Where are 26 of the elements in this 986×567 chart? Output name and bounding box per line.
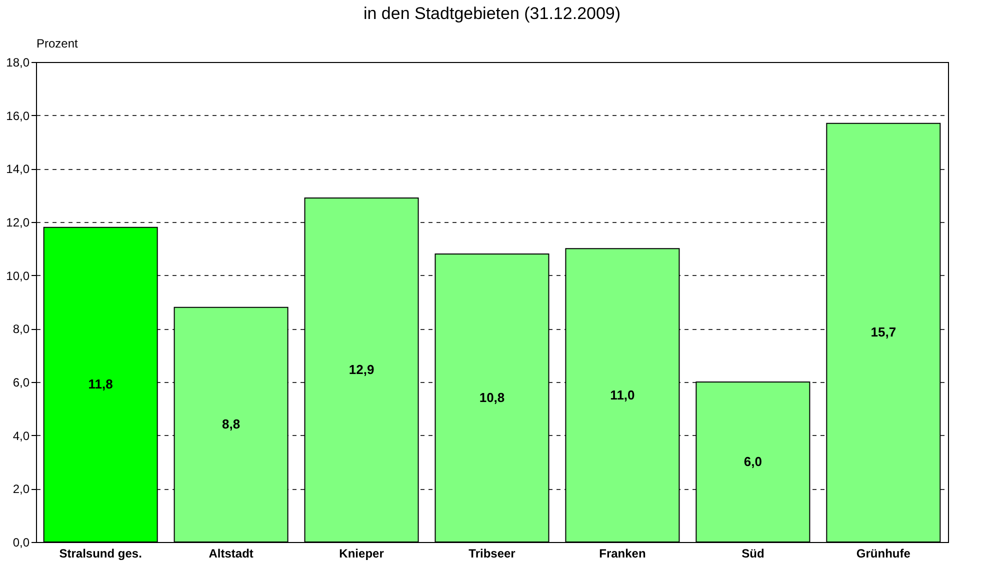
data-label: 6,0 bbox=[744, 454, 762, 469]
x-tick-label: Süd bbox=[742, 546, 764, 560]
y-tick-label: 0,0 bbox=[12, 536, 30, 550]
y-tick-label: 6,0 bbox=[12, 376, 30, 390]
y-axis-title: Prozent bbox=[36, 36, 79, 50]
data-label: 11,0 bbox=[610, 387, 635, 402]
data-label: 15,7 bbox=[870, 324, 896, 340]
y-tick-label: 18,0 bbox=[6, 56, 30, 70]
x-tick-label: Knieper bbox=[339, 546, 384, 560]
y-tick-label: 8,0 bbox=[12, 322, 30, 336]
x-tick-label: Stralsund ges. bbox=[59, 546, 142, 560]
y-tick-label: 2,0 bbox=[12, 482, 30, 496]
x-tick-label: Franken bbox=[599, 546, 646, 560]
y-tick-label: 12,0 bbox=[6, 216, 30, 230]
y-tick-label: 4,0 bbox=[12, 428, 30, 443]
y-tick-label: 10,0 bbox=[6, 268, 30, 283]
x-tick-label: Tribseer bbox=[468, 546, 516, 560]
y-tick-label: 14,0 bbox=[6, 162, 30, 176]
data-label: 11,8 bbox=[88, 376, 113, 392]
x-tick-label: Altstadt bbox=[208, 546, 254, 560]
data-label: 10,8 bbox=[479, 390, 505, 405]
chart-title: in den Stadtgebieten (31.12.2009) bbox=[363, 4, 621, 23]
x-tick-label: Grünhufe bbox=[856, 546, 911, 560]
data-label: 12,9 bbox=[348, 362, 374, 377]
y-tick-label: 16,0 bbox=[6, 108, 30, 123]
data-label: 8,8 bbox=[222, 416, 240, 432]
